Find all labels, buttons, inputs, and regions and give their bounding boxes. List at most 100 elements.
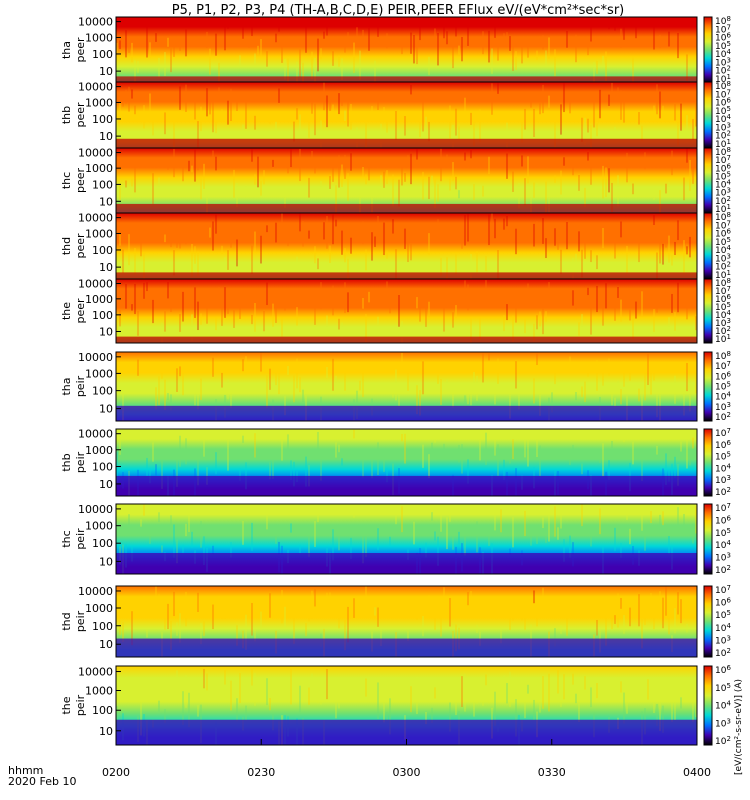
y-tick-label: 10 — [99, 555, 113, 568]
panel-species-label: peer — [74, 102, 87, 128]
y-tick-label: 10 — [99, 478, 113, 491]
y-tick-label: 1000 — [85, 520, 113, 533]
spectrogram-texture — [119, 213, 691, 279]
y-tick-label: 1000 — [85, 96, 113, 109]
colorbar-tick-label: 106 — [715, 597, 731, 609]
y-tick-label: 10000 — [78, 212, 113, 225]
colorbar-tick-label: 104 — [715, 539, 731, 551]
y-tick-label: 10 — [99, 130, 113, 143]
low-energy-band — [116, 76, 697, 83]
colorbar-tick-label: 107 — [715, 502, 731, 514]
y-tick-label: 10000 — [78, 585, 113, 598]
colorbar-tick-label: 102 — [715, 564, 731, 576]
colorbar-tick-label: 105 — [715, 527, 731, 539]
colorbar-tick-label: 106 — [715, 439, 731, 451]
y-tick-label: 100 — [92, 704, 113, 717]
y-tick-label: 100 — [92, 461, 113, 474]
y-tick-label: 10000 — [78, 428, 113, 441]
y-tick-label: 10 — [99, 65, 113, 78]
y-tick-label: 10000 — [78, 351, 113, 364]
panel-species-label: peir — [74, 451, 87, 473]
spectrogram-thd-peer — [116, 213, 697, 279]
y-tick-label: 10 — [99, 403, 113, 416]
y-tick-label: 10000 — [78, 147, 113, 160]
x-axis: hhmm 2020 Feb 10 0200 0230 0300 0330 0400 — [8, 739, 711, 788]
colorbar-tick-label: 103 — [715, 717, 731, 729]
y-tick-label: 100 — [92, 244, 113, 257]
y-tick-label: 100 — [92, 113, 113, 126]
y-tick-label: 10000 — [78, 666, 113, 679]
colorbar-tick-label: 102 — [715, 735, 731, 747]
spectrogram-thc-peer — [116, 148, 697, 213]
y-tick-label: 10000 — [78, 277, 113, 290]
y-tick-label: 1000 — [85, 602, 113, 615]
panel-probe-label: thb — [60, 106, 73, 124]
panel-the-peir: 10000 1000 100 10 the peir 106 105 104 103 102 — [60, 664, 731, 747]
colorbar — [703, 428, 713, 497]
colorbar — [703, 585, 713, 658]
colorbar — [703, 16, 713, 84]
panel-frame — [115, 278, 698, 344]
panel-species-label: peir — [74, 694, 87, 716]
panel-species-label: peir — [74, 375, 87, 397]
spectrogram-texture — [116, 280, 697, 343]
x-tick-label: 0200 — [102, 766, 130, 779]
y-tick-label: 100 — [92, 178, 113, 191]
y-tick-label: 1000 — [85, 367, 113, 380]
panel-frame — [115, 585, 698, 658]
colorbar-tick-label: 102 — [715, 647, 731, 659]
colorbar — [703, 147, 713, 214]
panel-species-label: peer — [74, 298, 87, 324]
y-tick-label: 100 — [92, 309, 113, 322]
panel-probe-label: tha — [60, 41, 73, 59]
y-tick-label: 10 — [99, 638, 113, 651]
colorbar — [703, 665, 713, 746]
y-tick-label: 1000 — [85, 162, 113, 175]
colorbar-tick-label: 106 — [715, 514, 731, 526]
spectrogram-thb-peer — [116, 82, 697, 148]
y-tick-label: 100 — [92, 385, 113, 398]
colorbar-tick-label: 102 — [715, 486, 731, 498]
low-energy-band — [116, 203, 697, 213]
low-energy-band — [116, 138, 697, 148]
x-axis-label-hhmm: hhmm — [8, 764, 43, 777]
colorbar-tick-label: 107 — [715, 584, 731, 596]
colorbar — [703, 212, 713, 280]
y-tick-label: 10 — [99, 261, 113, 274]
spectrogram-texture — [116, 82, 697, 148]
colorbar — [703, 503, 713, 575]
colorbar-tick-label: 105 — [715, 609, 731, 621]
y-tick-label: 1000 — [85, 684, 113, 697]
colorbar-tick-label: 107 — [715, 427, 731, 439]
colorbar — [703, 81, 713, 149]
low-energy-band — [116, 553, 697, 574]
low-energy-band — [116, 272, 697, 279]
panel-probe-label: thd — [60, 612, 73, 630]
panel-species-label: peir — [74, 528, 87, 550]
spectrogram-tha-peer — [116, 17, 697, 83]
y-tick-label: 10 — [99, 325, 113, 338]
panel-probe-label: the — [60, 302, 73, 320]
colorbar-tick-label: 105 — [715, 682, 731, 694]
panel-probe-label: the — [60, 696, 73, 714]
low-energy-band — [116, 638, 697, 657]
colorbar — [703, 278, 713, 344]
y-tick-label: 100 — [92, 620, 113, 633]
panel-probe-label: thc — [60, 172, 73, 189]
low-energy-band — [116, 405, 697, 421]
colorbar-tick-label: 103 — [715, 474, 731, 486]
panel-frame — [115, 351, 698, 422]
y-tick-label: 1000 — [85, 444, 113, 457]
panel-species-label: peer — [74, 168, 87, 194]
x-tick-label: 0230 — [247, 766, 275, 779]
y-tick-label: 1000 — [85, 293, 113, 306]
y-tick-label: 10000 — [78, 503, 113, 516]
